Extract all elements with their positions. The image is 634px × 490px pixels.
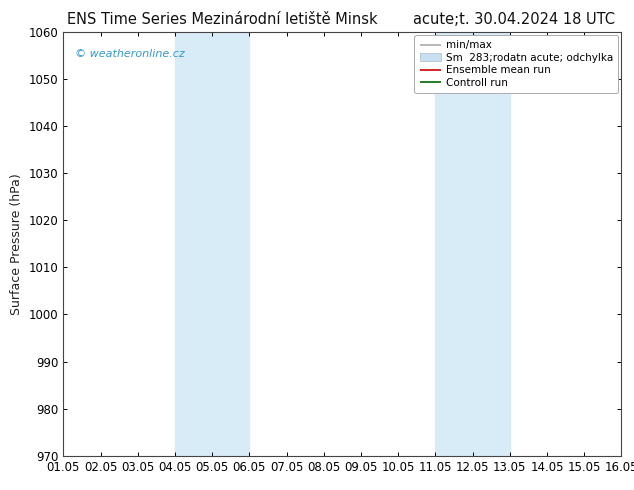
- Bar: [175, 32, 212, 456]
- Y-axis label: Surface Pressure (hPa): Surface Pressure (hPa): [10, 173, 23, 315]
- Bar: [212, 32, 249, 456]
- Text: © weatheronline.cz: © weatheronline.cz: [75, 49, 184, 59]
- Bar: [436, 32, 472, 456]
- Bar: [472, 32, 510, 456]
- Legend: min/max, Sm  283;rodatn acute; odchylka, Ensemble mean run, Controll run: min/max, Sm 283;rodatn acute; odchylka, …: [415, 35, 618, 93]
- Text: acute;t. 30.04.2024 18 UTC: acute;t. 30.04.2024 18 UTC: [413, 12, 615, 27]
- Text: ENS Time Series Mezinárodní letiště Minsk: ENS Time Series Mezinárodní letiště Mins…: [67, 12, 377, 27]
